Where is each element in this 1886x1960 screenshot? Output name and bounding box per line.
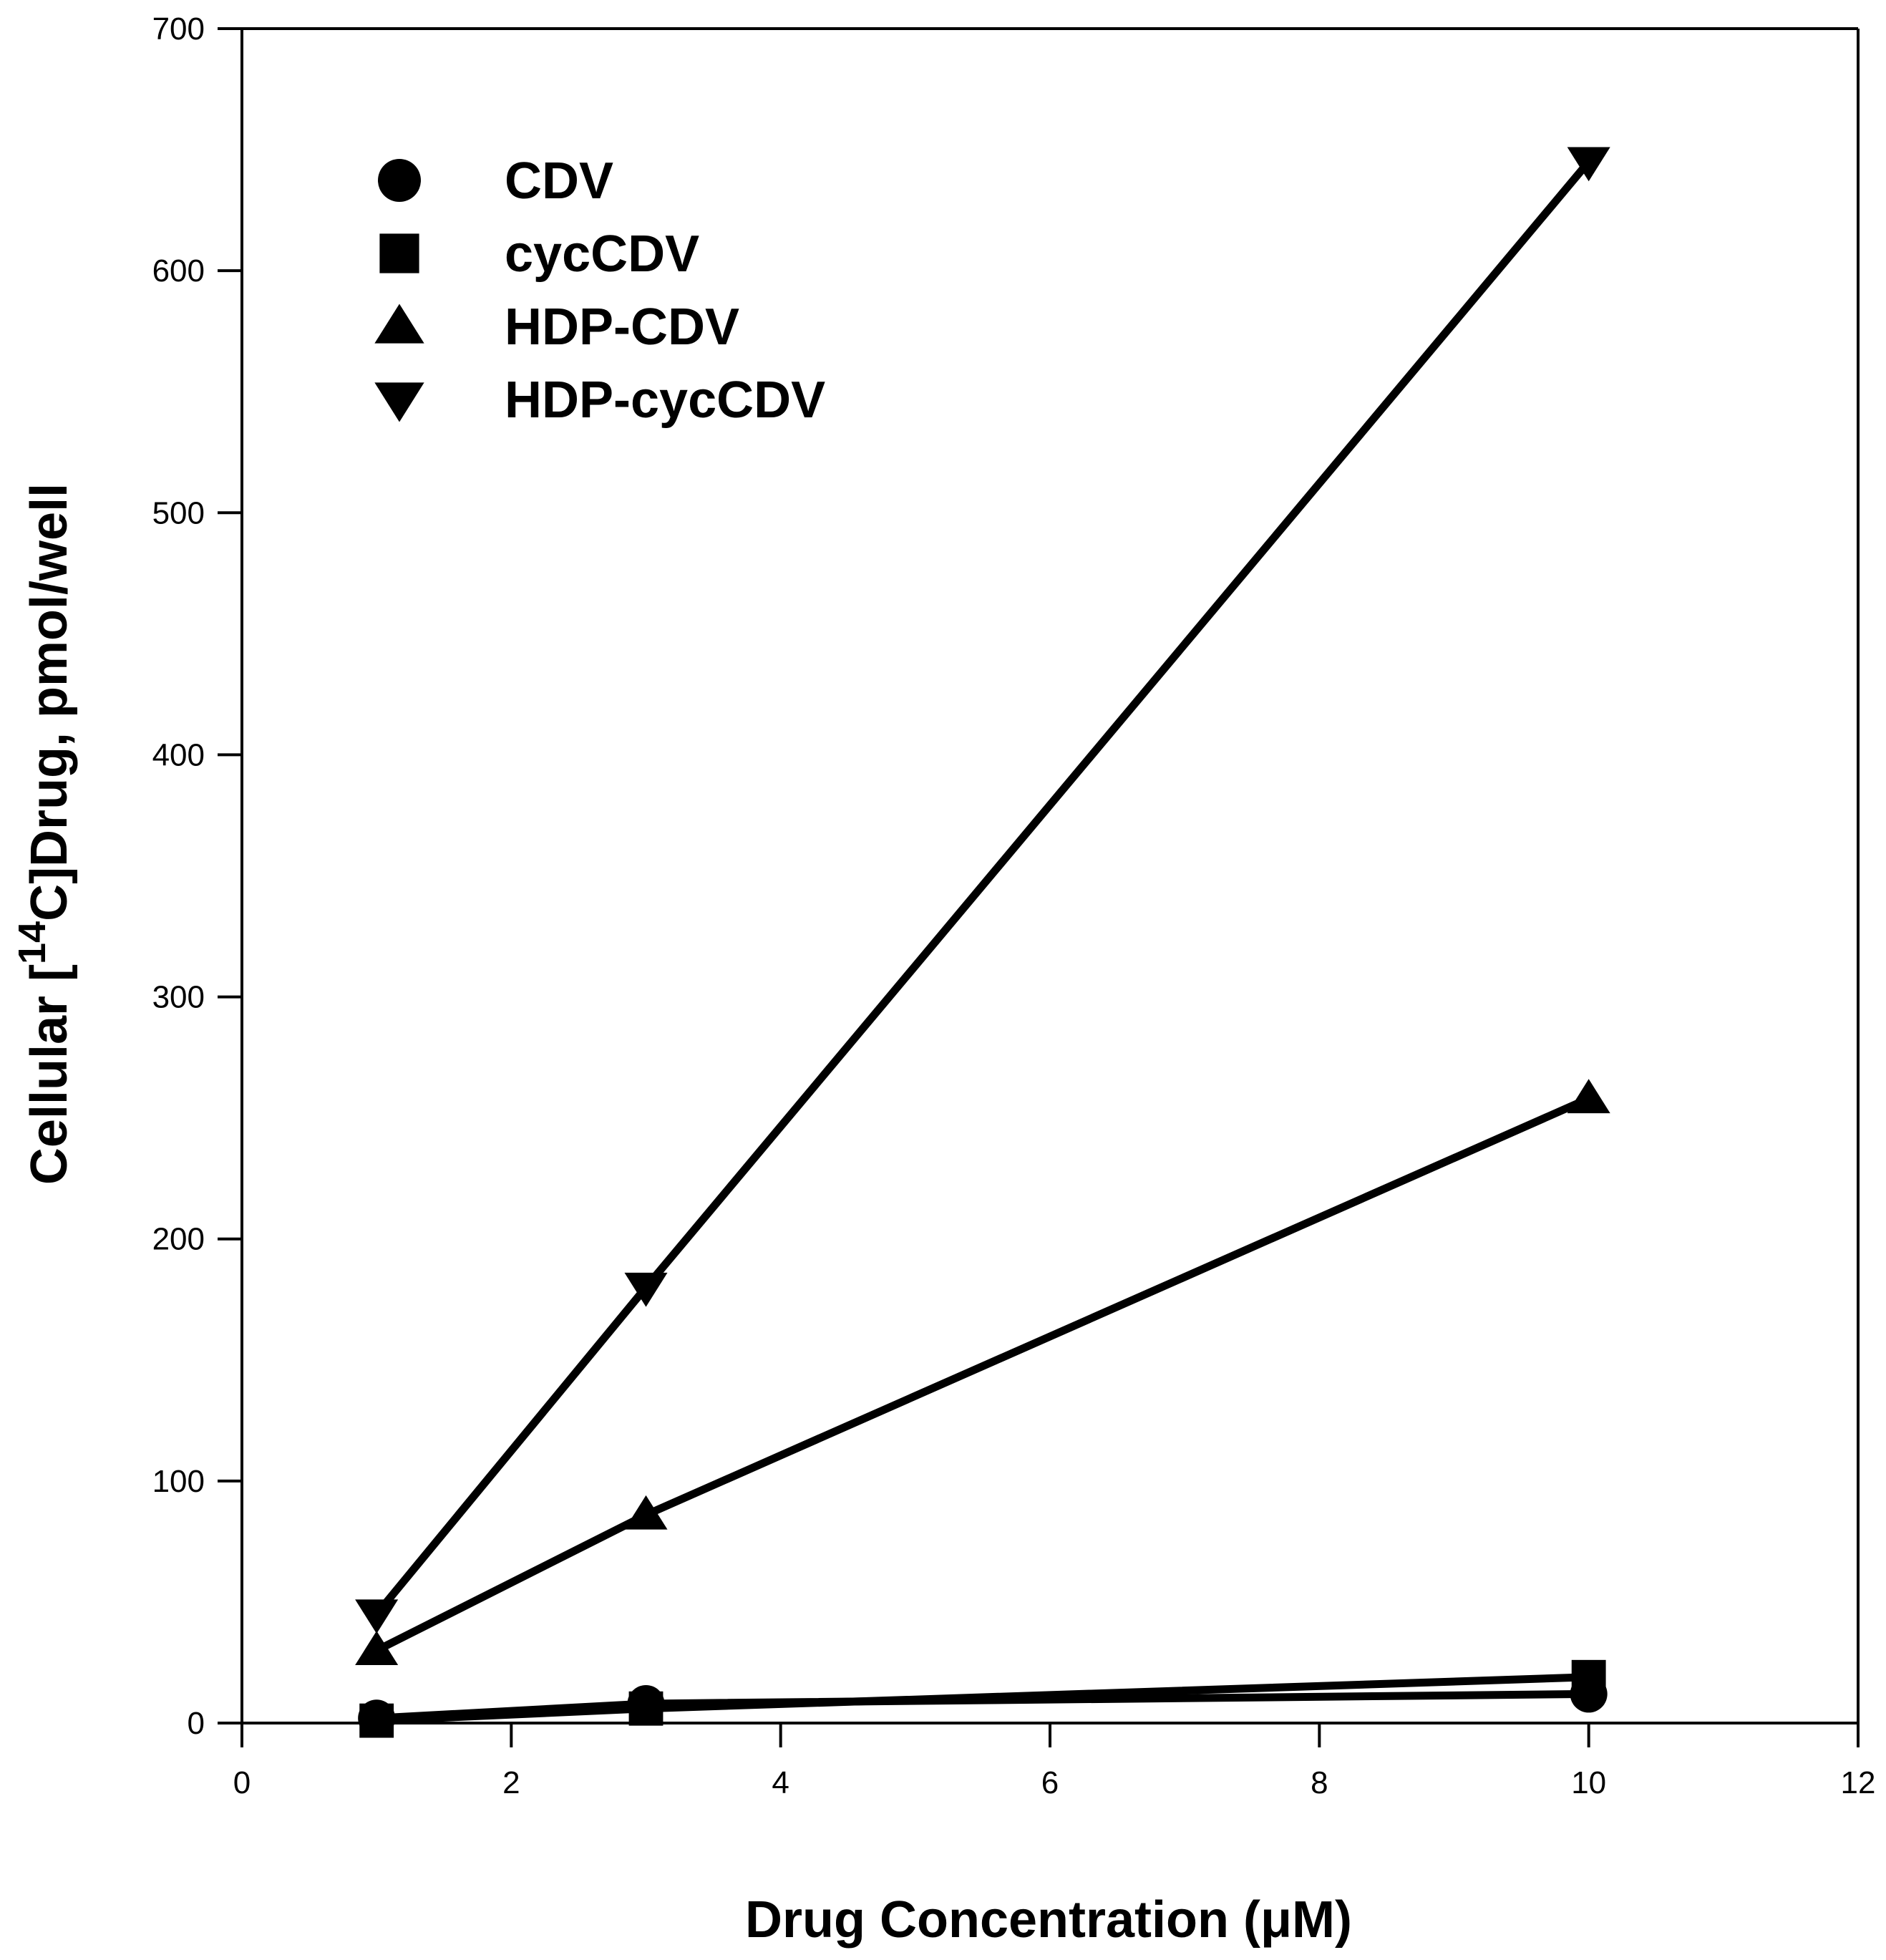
x-tick-label: 4 <box>772 1765 789 1800</box>
y-tick-label: 300 <box>152 980 205 1015</box>
y-axis-title-prefix: Cellular [ <box>21 964 78 1185</box>
axes: 0 100 200 300 400 500 600 700 0 2 4 6 8 10 12 <box>152 11 1876 1800</box>
x-tick-label: 2 <box>502 1765 520 1800</box>
legend-label: HDP-CDV <box>505 299 739 356</box>
legend-marker-hdp-cyccdv <box>374 382 424 422</box>
legend-label: CDV <box>505 152 613 210</box>
series-line-hdp-cdv <box>372 1095 1593 1655</box>
y-axis-title: Cellular [14C]Drug, pmol/well <box>11 483 78 1185</box>
legend-item: CDV <box>378 152 613 210</box>
y-tick-label: 500 <box>152 495 205 530</box>
y-tick-label: 200 <box>152 1222 205 1257</box>
series-cyccdv <box>359 1659 1606 1738</box>
plot-area <box>355 147 1610 1738</box>
legend-label: cycCDV <box>505 225 699 283</box>
y-tick-label: 400 <box>152 737 205 772</box>
x-tick-label: 6 <box>1041 1765 1059 1800</box>
x-tick-label: 0 <box>233 1765 251 1800</box>
legend-marker-cdv <box>378 159 421 202</box>
data-point-hdp-cdv <box>355 1631 399 1666</box>
legend-marker-hdp-cdv <box>374 304 424 344</box>
series-hdp-cyccdv <box>355 147 1610 1634</box>
legend-item: HDP-cycCDV <box>374 372 825 429</box>
y-axis-title-suffix: C]Drug, pmol/well <box>21 483 78 921</box>
data-point-hdp-cdv <box>1567 1079 1610 1114</box>
data-point-cyccdv <box>628 1691 663 1726</box>
x-axis-title: Drug Concentration (μM) <box>745 1891 1352 1949</box>
data-point-hdp-cdv <box>624 1495 668 1530</box>
y-tick-label: 600 <box>152 253 205 288</box>
legend-item: cycCDV <box>379 225 699 283</box>
data-point-hdp-cyccdv <box>355 1599 399 1634</box>
legend: CDV cycCDV HDP-CDV HDP-cycCDV <box>374 152 825 429</box>
y-tick-label: 0 <box>188 1706 205 1741</box>
legend-item: HDP-CDV <box>374 299 739 356</box>
y-tick-label: 700 <box>152 11 205 47</box>
y-tick-label: 100 <box>152 1464 205 1499</box>
data-point-hdp-cyccdv <box>624 1272 668 1307</box>
data-point-cyccdv <box>359 1703 394 1738</box>
data-point-cyccdv <box>1571 1659 1606 1694</box>
data-point-hdp-cyccdv <box>1567 147 1610 182</box>
y-axis-title-superscript: 14 <box>11 921 54 964</box>
x-tick-label: 12 <box>1841 1765 1876 1800</box>
series-hdp-cdv <box>355 1079 1610 1666</box>
x-tick-label: 10 <box>1571 1765 1606 1800</box>
legend-marker-cyccdv <box>379 233 419 273</box>
legend-label: HDP-cycCDV <box>505 372 825 429</box>
x-tick-label: 8 <box>1311 1765 1328 1800</box>
